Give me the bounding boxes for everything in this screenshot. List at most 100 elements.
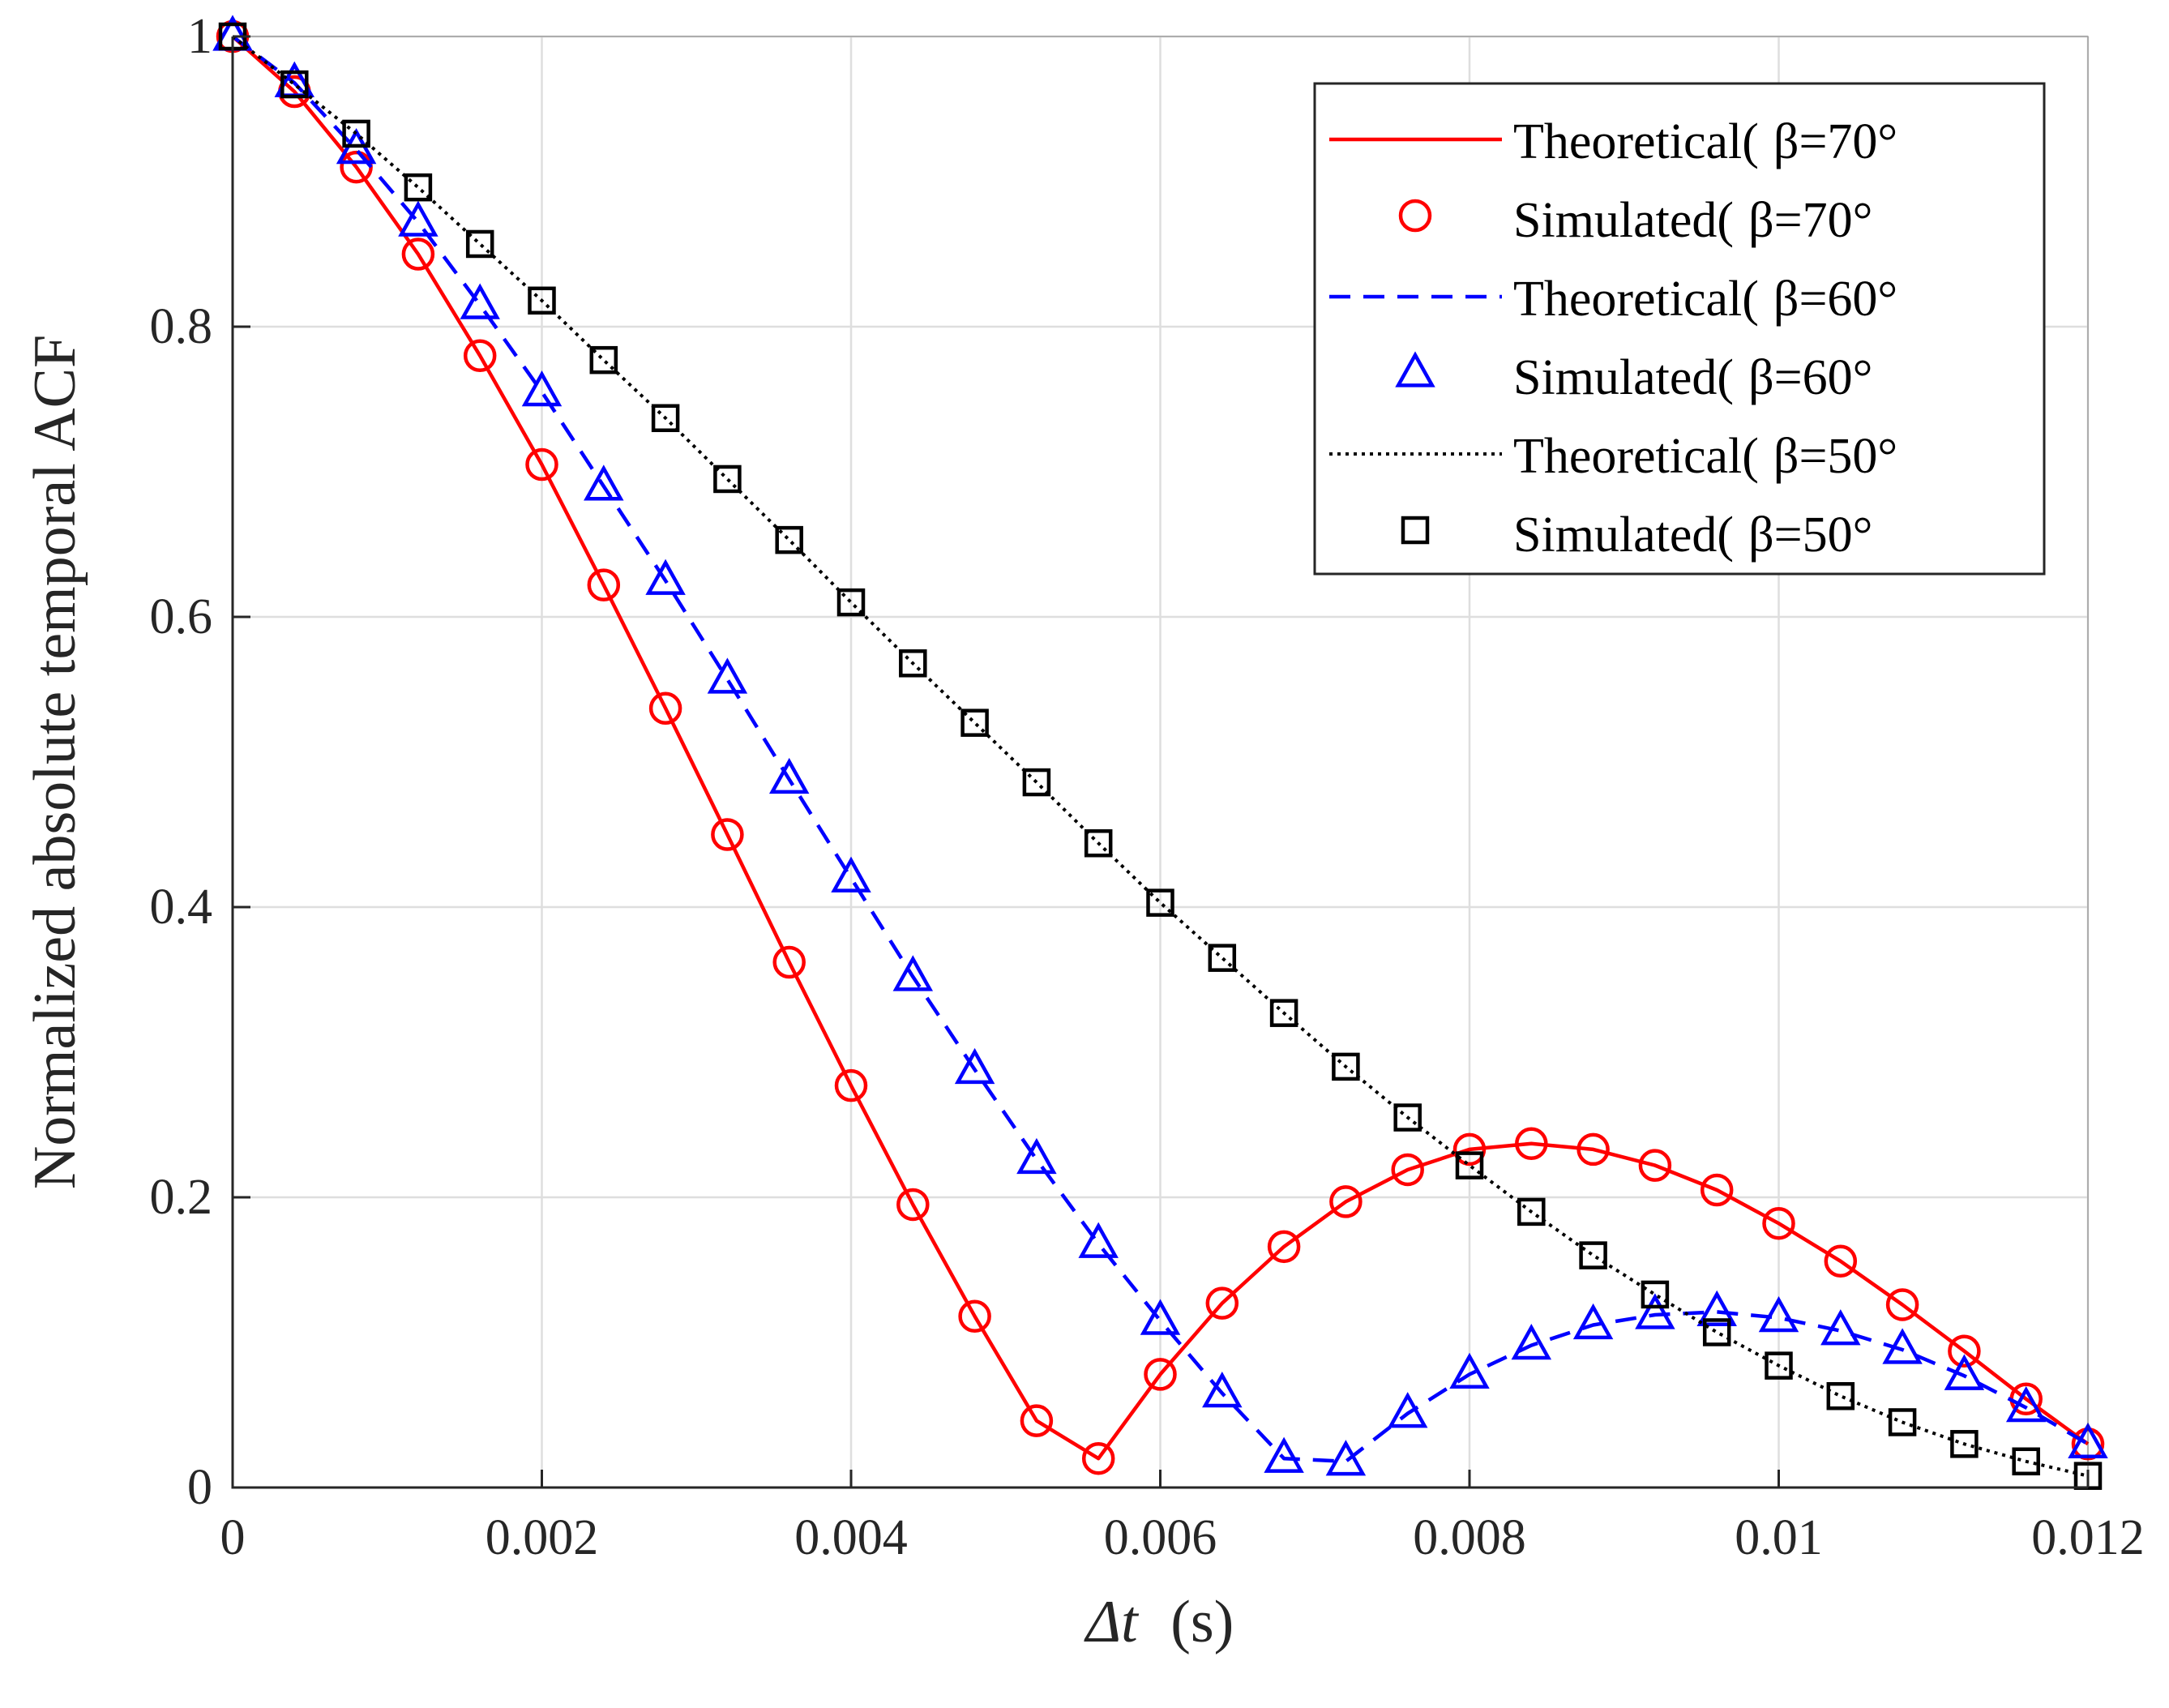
data-point-square: [2012, 1447, 2040, 1476]
x-tick-label: 0.008: [1413, 1510, 1526, 1565]
data-point-triangle: [768, 757, 810, 794]
x-axis-unit: (s): [1170, 1589, 1234, 1655]
legend-entry-theoretical-beta-70: Theoretical(β=70°: [1329, 114, 1897, 169]
legend-entry-simulated-beta-60: Simulated( β=60°: [1395, 350, 1872, 405]
data-point-triangle: [521, 370, 563, 407]
data-point-square: [404, 173, 433, 202]
x-tick-label: 0.006: [1104, 1510, 1217, 1565]
data-point-circle: [1020, 1404, 1054, 1437]
data-point-triangle: [1387, 1392, 1428, 1428]
data-point-triangle: [2068, 1422, 2108, 1458]
data-point-square: [836, 588, 866, 617]
data-point-square: [342, 119, 370, 148]
y-tick-label: 0.8: [150, 299, 213, 354]
legend-label-prefix: Simulated(: [1513, 350, 1734, 405]
data-point-circle: [834, 1068, 868, 1102]
legend-label-prefix: Simulated(: [1513, 507, 1734, 563]
data-point-triangle: [1572, 1303, 1614, 1340]
data-point-triangle: [2005, 1385, 2047, 1423]
legend-label-beta: β=70°: [1748, 193, 1872, 248]
data-point-triangle: [1016, 1137, 1057, 1175]
legend-label: Simulated(β=50°: [1513, 507, 1872, 563]
data-point-square: [1084, 828, 1113, 858]
data-point-circle: [896, 1188, 930, 1222]
series-layer: [212, 15, 2108, 1490]
y-axis-ticks: 0 0.2 0.4 0.6 0.8 1: [150, 9, 250, 1515]
data-point-square: [1579, 1241, 1607, 1269]
legend: Theoretical(β=70°Simulated(β=70°Theoreti…: [1313, 82, 2046, 576]
x-tick-label: 0: [220, 1510, 246, 1565]
data-point-triangle: [954, 1047, 995, 1085]
series-line-theoretical-beta-70: [231, 35, 2090, 1461]
y-tick-label: 0.4: [150, 880, 213, 935]
legend-box: [1313, 82, 2046, 576]
x-axis-title: Δt (s): [1084, 1589, 1234, 1655]
data-point-square: [1393, 1103, 1422, 1132]
x-axis-symbol: Δt: [1084, 1589, 1140, 1655]
axis-box-top-right: [233, 36, 2089, 1488]
data-point-square: [465, 229, 494, 259]
legend-label: Theoretical(β=60°: [1513, 272, 1897, 327]
data-point-circle: [1081, 1441, 1115, 1475]
data-point-square: [651, 404, 680, 433]
data-point-square: [1888, 1408, 1917, 1436]
y-tick-label: 0.6: [150, 589, 213, 644]
series-line-theoretical-beta-50: [231, 35, 2089, 1478]
legend-entry-simulated-beta-50: Simulated(β=50°: [1401, 507, 1872, 563]
data-point-circle: [463, 339, 497, 373]
data-point-triangle: [398, 200, 439, 237]
data-point-circle: [1267, 1230, 1301, 1264]
legend-label: Simulated( β=60°: [1513, 350, 1872, 405]
legend-label-beta: β=60°: [1748, 350, 1872, 405]
data-point-circle: [1700, 1173, 1734, 1207]
data-point-circle: [1391, 1153, 1424, 1187]
data-point-square: [280, 70, 309, 99]
data-point-triangle: [1882, 1328, 1923, 1364]
x-tick-label: 0.004: [794, 1510, 908, 1565]
series-markers-simulated-beta-70: [216, 19, 2105, 1475]
data-point-circle: [1885, 1288, 1919, 1321]
data-point-circle: [1144, 1358, 1177, 1391]
data-point-circle: [711, 818, 744, 851]
data-point-circle: [1329, 1185, 1363, 1218]
data-point-square: [1208, 944, 1237, 972]
data-point-triangle: [831, 856, 871, 893]
data-point-triangle: [1264, 1436, 1304, 1473]
data-point-triangle: [1078, 1222, 1119, 1258]
data-point-circle: [401, 238, 435, 271]
legend-entry-simulated-beta-70: Simulated(β=70°: [1398, 193, 1872, 248]
data-point-circle: [1515, 1127, 1548, 1161]
data-point-square: [528, 286, 556, 315]
data-point-square: [899, 649, 927, 678]
data-point-circle: [1576, 1132, 1610, 1166]
data-point-triangle: [460, 283, 500, 319]
data-point-square: [1826, 1381, 1855, 1410]
legend-label: Theoretical(β=50°: [1513, 429, 1897, 484]
y-tick-label: 0.2: [150, 1170, 213, 1225]
data-point-square: [1146, 888, 1174, 917]
data-point-square: [1765, 1351, 1793, 1380]
data-point-circle: [1638, 1149, 1672, 1182]
legend-label-beta: β=60°: [1773, 272, 1897, 327]
data-point-square: [713, 464, 742, 494]
data-point-triangle: [1944, 1354, 1985, 1390]
x-tick-label: 0.01: [1735, 1510, 1823, 1565]
data-point-circle: [525, 447, 558, 482]
data-point-triangle: [645, 559, 686, 595]
data-point-triangle: [584, 464, 624, 501]
x-axis-ticks: 0 0.002 0.004 0.006 0.008 0.01 0.012: [220, 1470, 2145, 1565]
data-point-triangle: [1696, 1290, 1737, 1327]
data-point-triangle: [1820, 1309, 1861, 1346]
data-point-square: [1517, 1197, 1546, 1226]
data-point-triangle: [1511, 1323, 1552, 1360]
data-point-circle: [1948, 1334, 1981, 1368]
data-point-square: [1332, 1052, 1360, 1081]
legend-label-beta: β=50°: [1748, 507, 1872, 563]
data-point-circle: [1452, 1132, 1487, 1166]
data-point-triangle: [1202, 1372, 1243, 1408]
data-point-square: [589, 345, 618, 375]
legend-label-beta: β=50°: [1773, 429, 1897, 484]
y-axis-title: Normalized absolute temporal ACF: [22, 335, 88, 1189]
legend-entry-theoretical-beta-50: Theoretical(β=50°: [1329, 429, 1897, 484]
